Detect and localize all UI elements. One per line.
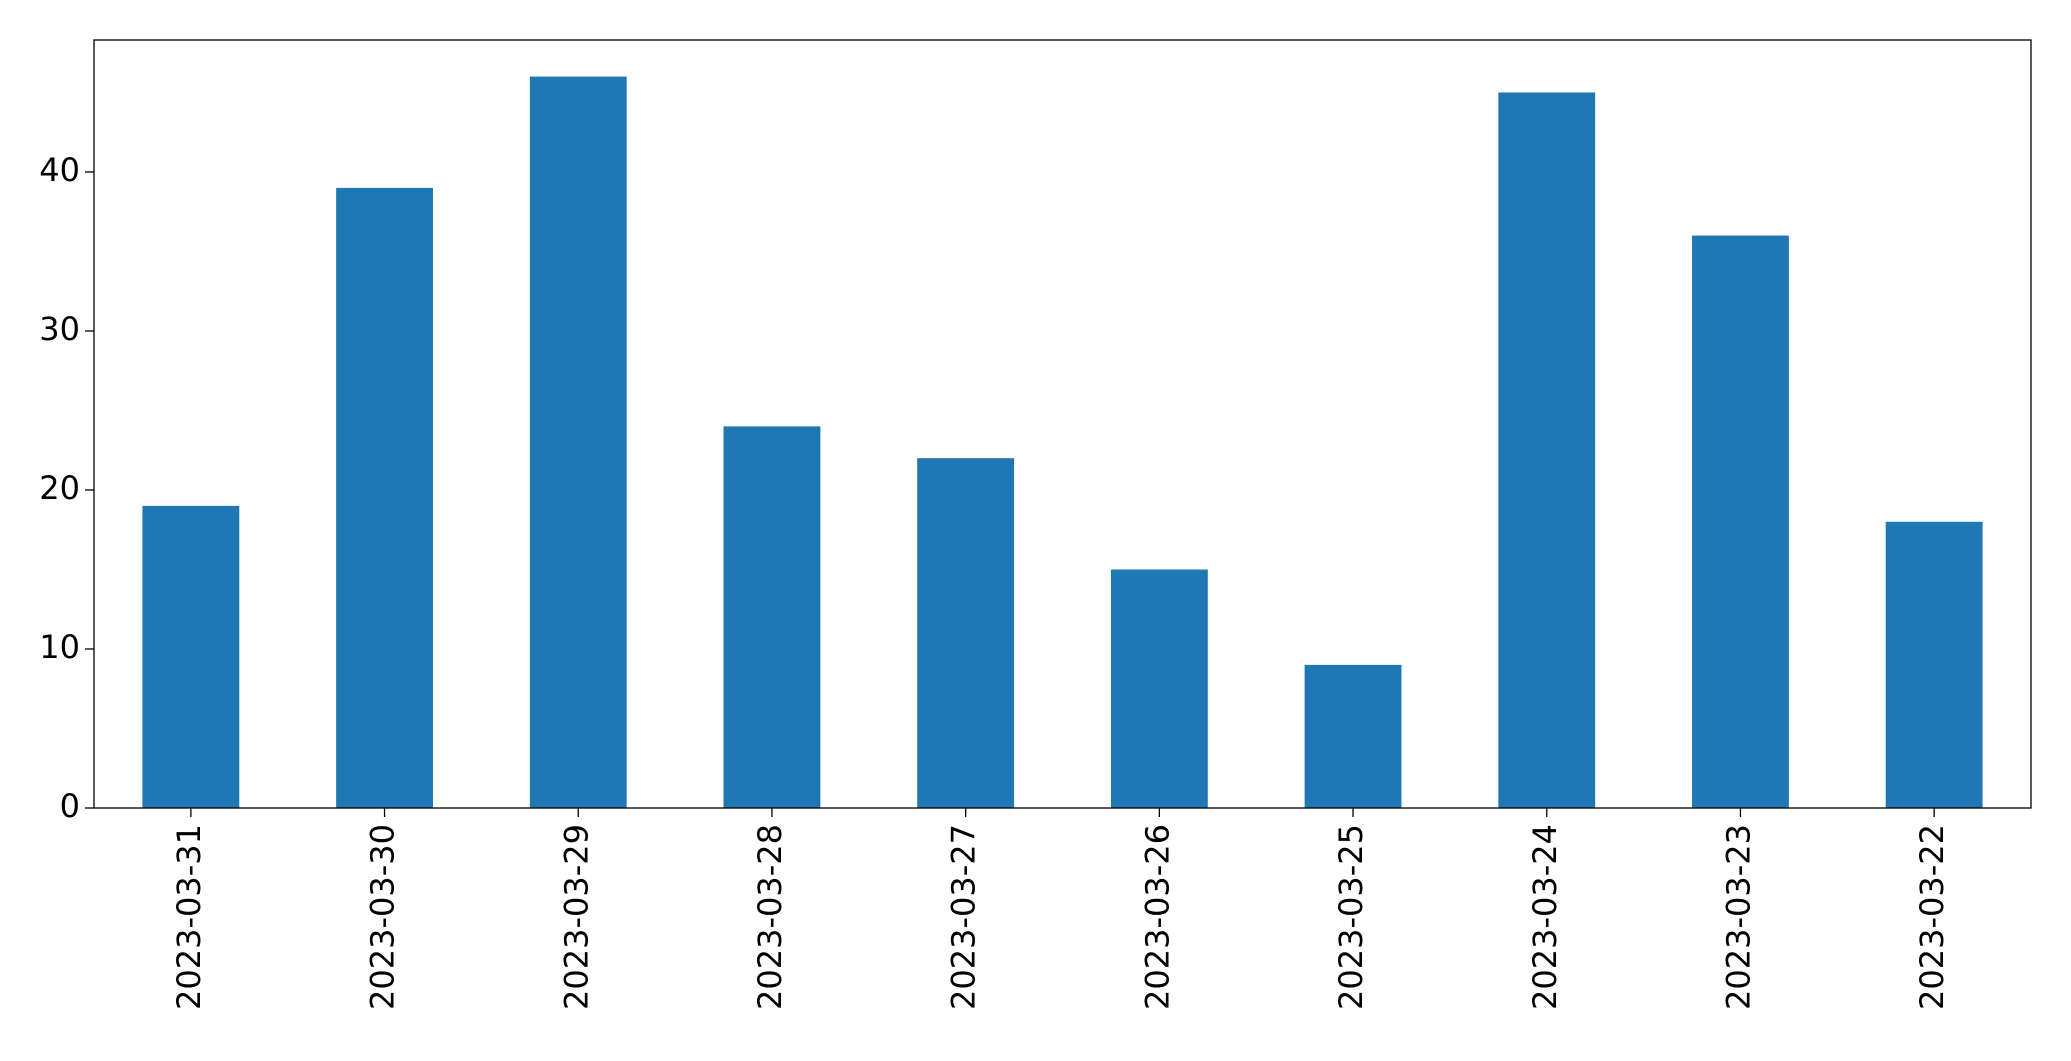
x-tick-label: 2023-03-23	[1719, 824, 1757, 1010]
x-tick-label: 2023-03-28	[751, 824, 789, 1010]
x-tick-label: 2023-03-29	[557, 824, 595, 1010]
bar	[1304, 664, 1402, 808]
y-tick-label: 10	[39, 628, 80, 666]
x-tick-label: 2023-03-24	[1526, 824, 1564, 1010]
x-tick-label: 2023-03-26	[1138, 824, 1176, 1010]
bar	[529, 76, 627, 809]
x-tick-label: 2023-03-27	[945, 824, 983, 1010]
x-tick-label: 2023-03-31	[170, 824, 208, 1010]
x-tick-label: 2023-03-25	[1332, 824, 1370, 1010]
x-tick-label: 2023-03-22	[1913, 824, 1951, 1010]
bar	[336, 187, 433, 808]
bar	[917, 458, 1015, 808]
bar	[723, 426, 821, 808]
x-tick-label: 2023-03-30	[364, 824, 402, 1010]
bar	[142, 505, 240, 808]
bar	[1885, 521, 1983, 808]
bar	[1110, 569, 1208, 808]
bar	[1692, 235, 1789, 808]
plot-frame	[93, 39, 2032, 809]
bar	[1498, 92, 1596, 808]
y-tick-label: 20	[39, 469, 80, 507]
y-tick-label: 40	[39, 151, 80, 189]
y-tick-label: 30	[39, 310, 80, 348]
y-tick-label: 0	[60, 787, 80, 825]
